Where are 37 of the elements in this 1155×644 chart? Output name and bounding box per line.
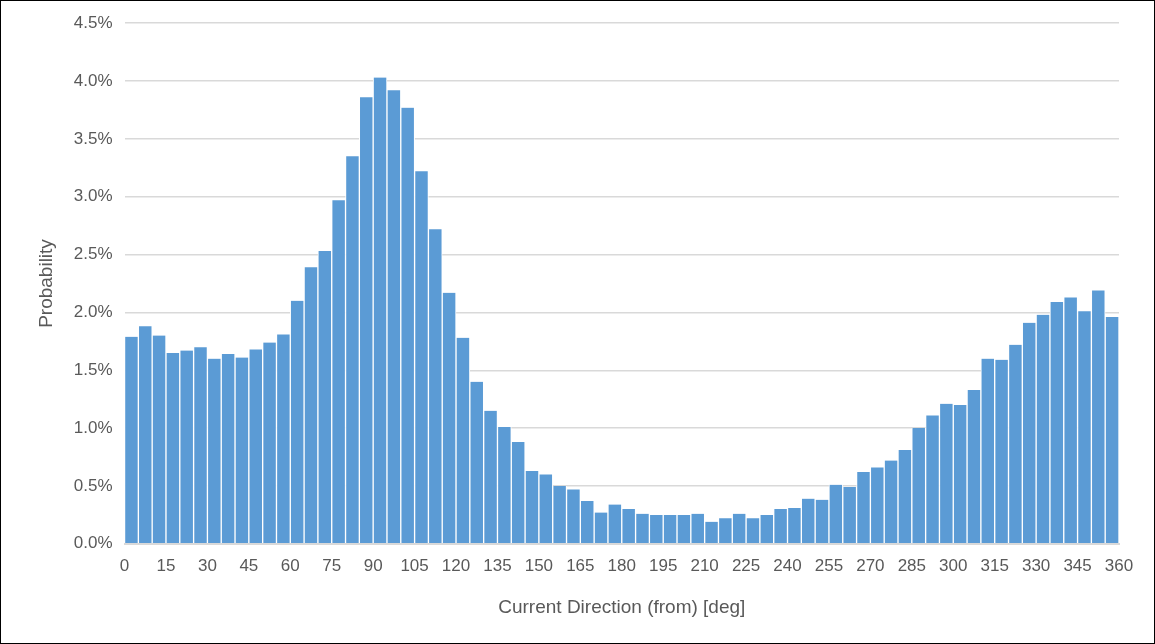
- y-tick-label: 0.0%: [73, 533, 113, 553]
- x-tick-label: 120: [441, 555, 471, 575]
- x-tick-label: 240: [773, 555, 802, 575]
- x-tick-label: 30: [197, 555, 217, 575]
- x-tick-label: 180: [607, 555, 636, 575]
- x-tick-label: 270: [856, 555, 885, 575]
- x-tick-label: 360: [1104, 555, 1134, 575]
- y-tick-label: 4.0%: [73, 70, 113, 90]
- y-tick-label: 2.5%: [73, 244, 113, 264]
- y-tick-label: 4.5%: [73, 12, 113, 32]
- x-tick-label: 15: [156, 555, 176, 575]
- x-tick-label: 165: [566, 555, 595, 575]
- x-tick-label: 0: [119, 555, 130, 575]
- y-tick-label: 3.0%: [73, 186, 113, 206]
- x-axis-title: Current Direction (from) [deg]: [498, 595, 746, 617]
- x-tick-label: 135: [483, 555, 512, 575]
- x-tick-label: 330: [1021, 555, 1051, 575]
- x-tick-label: 90: [363, 555, 383, 575]
- y-tick-label: 1.0%: [73, 417, 113, 437]
- x-tick-label: 105: [400, 555, 429, 575]
- x-tick-label: 225: [731, 555, 761, 575]
- x-tick-label: 195: [649, 555, 678, 575]
- y-axis-title: Probability: [34, 238, 56, 328]
- x-tick-label: 285: [897, 555, 927, 575]
- x-tick-label: 345: [1063, 555, 1092, 575]
- y-tick-label: 3.5%: [73, 128, 113, 148]
- y-tick-label: 2.0%: [73, 302, 113, 322]
- x-tick-label: 210: [690, 555, 719, 575]
- x-tick-label: 255: [814, 555, 844, 575]
- y-tick-label: 0.5%: [73, 475, 113, 495]
- x-tick-label: 60: [280, 555, 300, 575]
- x-tick-label: 45: [239, 555, 259, 575]
- x-tick-label: 315: [980, 555, 1009, 575]
- x-tick-label: 75: [322, 555, 342, 575]
- y-tick-label: 1.5%: [73, 359, 113, 379]
- x-tick-label: 150: [524, 555, 554, 575]
- x-tick-label: 300: [939, 555, 968, 575]
